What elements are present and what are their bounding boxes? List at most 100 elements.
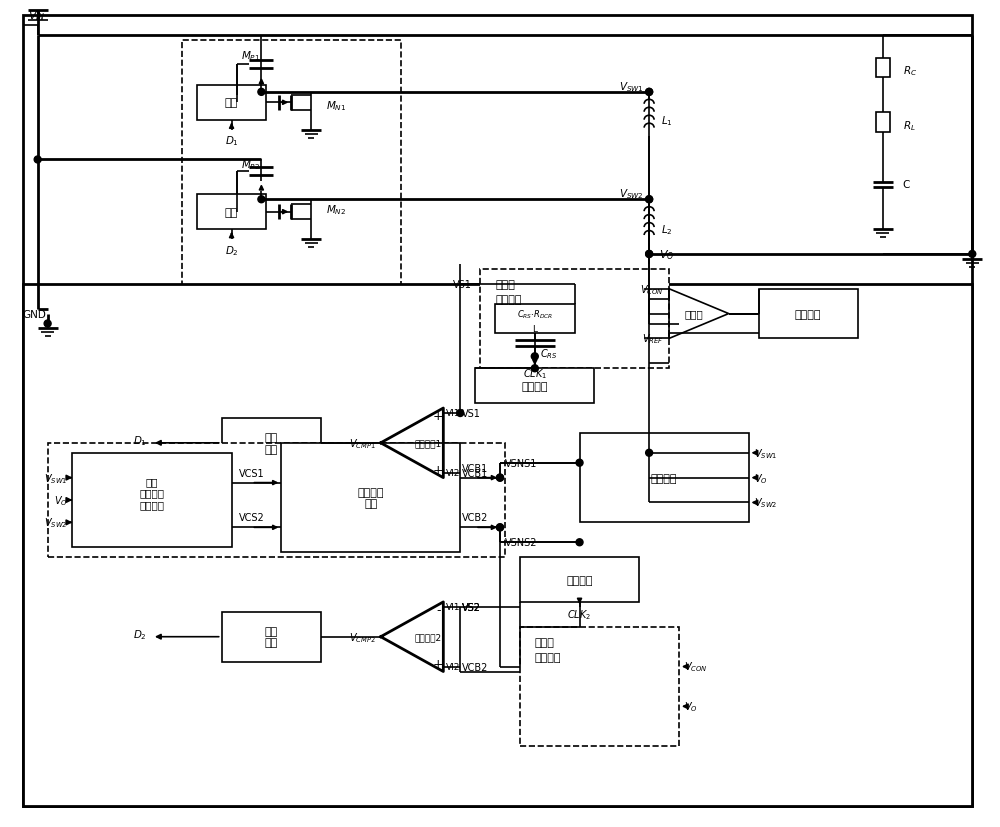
Text: $V_{SW2}$: $V_{SW2}$ <box>619 187 644 201</box>
Bar <box>580 433 749 523</box>
Text: $D_1$: $D_1$ <box>133 433 147 447</box>
Text: $R_L$: $R_L$ <box>903 118 915 132</box>
Text: 控制
逻辑: 控制 逻辑 <box>265 626 278 648</box>
Circle shape <box>576 460 583 466</box>
Bar <box>23 284 972 805</box>
Text: $CLK_1$: $CLK_1$ <box>523 367 547 380</box>
Bar <box>48 443 505 557</box>
Text: $V_{CON}$: $V_{CON}$ <box>684 660 708 674</box>
Text: $L_1$: $L_1$ <box>661 113 673 127</box>
Text: VI1: VI1 <box>446 603 461 612</box>
Bar <box>876 59 890 79</box>
Bar <box>520 627 679 746</box>
Text: VCB2: VCB2 <box>462 513 488 523</box>
Text: $M_{N2}$: $M_{N2}$ <box>326 203 346 217</box>
Text: $V_{SW2}$: $V_{SW2}$ <box>754 496 777 509</box>
Text: VI2: VI2 <box>446 662 461 672</box>
Text: VS1: VS1 <box>462 409 481 418</box>
Text: VCS2: VCS2 <box>239 513 264 523</box>
Text: 驱动: 驱动 <box>225 98 238 108</box>
Text: $V_O$: $V_O$ <box>54 494 68 507</box>
Text: VCB2: VCB2 <box>462 662 489 672</box>
Text: VCB1: VCB1 <box>462 468 488 478</box>
Bar <box>281 443 460 552</box>
Text: 平均
电感电流
检测模块: 平均 电感电流 检测模块 <box>140 476 165 509</box>
Text: +: + <box>433 657 444 670</box>
Circle shape <box>531 353 538 361</box>
Text: VS2: VS2 <box>462 602 481 612</box>
Text: $M_{P2}$: $M_{P2}$ <box>241 158 261 172</box>
Text: 时钟产生: 时钟产生 <box>566 575 593 585</box>
Text: 纹波补偿: 纹波补偿 <box>651 473 677 483</box>
Circle shape <box>576 539 583 546</box>
Bar <box>222 418 321 468</box>
Text: VS2: VS2 <box>462 602 481 612</box>
Text: 主比较器2: 主比较器2 <box>415 633 442 642</box>
Text: 零延时: 零延时 <box>495 280 515 289</box>
Text: $V_O$: $V_O$ <box>754 471 767 485</box>
Text: $C_{RS}$: $C_{RS}$ <box>540 347 557 361</box>
Text: 时钟产生: 时钟产生 <box>522 381 548 391</box>
Text: $D_2$: $D_2$ <box>133 627 147 641</box>
Text: C: C <box>903 180 910 190</box>
Text: VCB1: VCB1 <box>462 463 488 473</box>
Circle shape <box>969 251 976 258</box>
Text: $V_{SW1}$: $V_{SW1}$ <box>619 80 644 93</box>
Circle shape <box>258 89 265 96</box>
Circle shape <box>646 251 653 258</box>
Text: L: L <box>532 324 537 333</box>
Text: $CLK_2$: $CLK_2$ <box>567 607 592 621</box>
Circle shape <box>646 197 653 203</box>
Bar <box>197 195 266 230</box>
Text: $V_{SW1}$: $V_{SW1}$ <box>44 471 68 485</box>
Bar <box>475 369 594 404</box>
Bar <box>182 41 401 289</box>
Text: 控制
逻辑: 控制 逻辑 <box>265 433 278 454</box>
Text: 电流均衡
模块: 电流均衡 模块 <box>357 487 384 509</box>
Circle shape <box>34 157 41 164</box>
Text: $V_{CMP1}$: $V_{CMP1}$ <box>349 437 376 450</box>
Bar <box>480 270 669 369</box>
Text: -: - <box>436 604 441 617</box>
Circle shape <box>531 366 538 372</box>
Bar <box>520 557 639 602</box>
Circle shape <box>646 197 653 203</box>
Text: VI2: VI2 <box>446 469 461 477</box>
Text: VSNS2: VSNS2 <box>505 538 537 547</box>
Text: $R_C$: $R_C$ <box>903 64 917 78</box>
Text: 主比较器1: 主比较器1 <box>415 439 442 447</box>
Text: +: + <box>433 410 444 423</box>
Text: 驱动: 驱动 <box>225 208 238 218</box>
Bar <box>495 304 575 334</box>
Text: VS2: VS2 <box>462 602 481 612</box>
Text: 同步电路: 同步电路 <box>495 294 522 304</box>
Circle shape <box>497 475 503 481</box>
Text: $V_{SW2}$: $V_{SW2}$ <box>44 516 68 529</box>
Text: VS1: VS1 <box>453 280 472 289</box>
Circle shape <box>457 410 464 417</box>
Text: VCS1: VCS1 <box>239 468 264 478</box>
Text: $D_1$: $D_1$ <box>225 135 239 148</box>
Text: VSNS1: VSNS1 <box>505 458 537 468</box>
Bar <box>72 453 232 547</box>
Text: +: + <box>433 464 444 476</box>
Text: $V_{IN}$: $V_{IN}$ <box>28 9 45 23</box>
Text: GND: GND <box>23 309 47 319</box>
Circle shape <box>646 251 653 258</box>
Text: $V_{SW1}$: $V_{SW1}$ <box>754 447 777 460</box>
Text: $L_2$: $L_2$ <box>661 223 673 237</box>
Text: 零延时: 零延时 <box>535 637 555 647</box>
Circle shape <box>497 524 503 531</box>
Text: 基准电路: 基准电路 <box>795 309 821 319</box>
Circle shape <box>646 450 653 457</box>
Text: $M_{N1}$: $M_{N1}$ <box>326 98 346 112</box>
Bar <box>222 612 321 662</box>
Text: $V_{CON}$: $V_{CON}$ <box>640 283 664 296</box>
Text: 同步电路: 同步电路 <box>535 652 561 662</box>
Circle shape <box>258 197 265 203</box>
Text: VI1: VI1 <box>446 409 461 418</box>
Text: $V_{REF}$: $V_{REF}$ <box>642 332 664 346</box>
Bar <box>197 86 266 121</box>
Text: $C_{RS}{\cdot}R_{DCR}$: $C_{RS}{\cdot}R_{DCR}$ <box>517 308 553 320</box>
Text: $V_{CMP2}$: $V_{CMP2}$ <box>349 630 376 644</box>
